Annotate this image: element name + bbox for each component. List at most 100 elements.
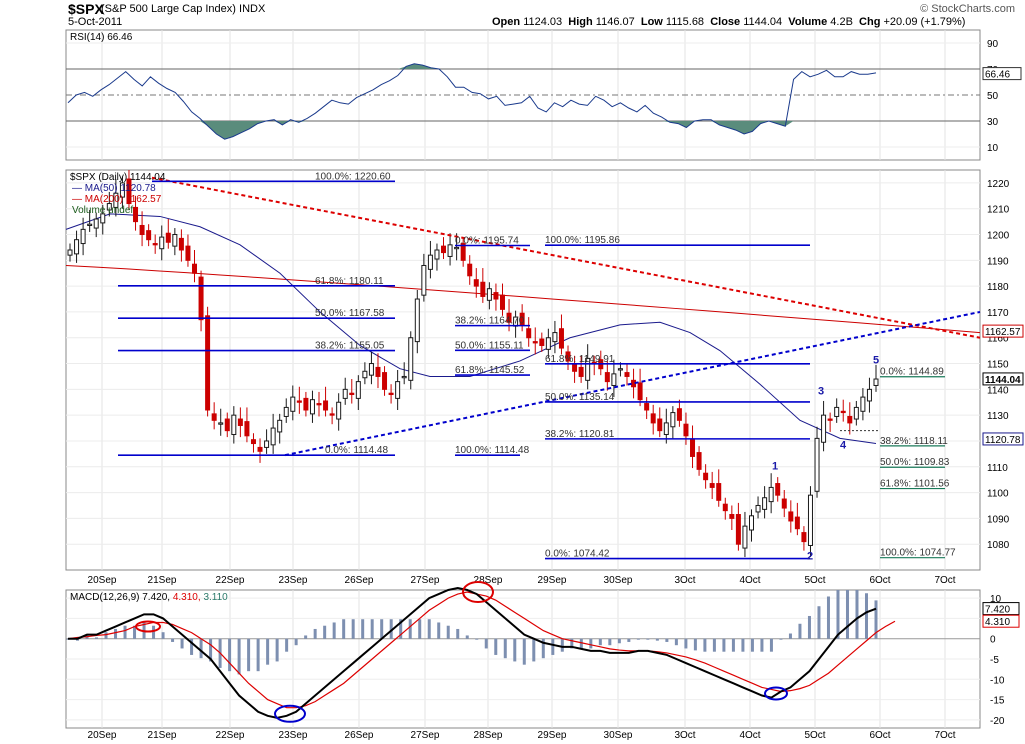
macd-histogram-bar [437, 622, 441, 639]
ma200-value-label: 1162.57 [985, 327, 1021, 338]
candle-body [368, 363, 374, 376]
macd-histogram-bar [864, 593, 868, 639]
macd-histogram-bar [798, 623, 802, 639]
price-tick-label: 1200 [987, 231, 1010, 242]
candle-body [650, 413, 656, 424]
candle-body [329, 413, 335, 416]
candle-body [139, 224, 145, 236]
fib-label: 0.0%: 1195.74 [455, 236, 519, 247]
macd-histogram-bar [427, 619, 431, 639]
x-tick-label: 29Sep [538, 730, 567, 741]
x-tick-label: 26Sep [345, 730, 374, 741]
candle-body [126, 178, 132, 205]
macd-histogram-bar [285, 638, 289, 652]
candle-body [637, 382, 643, 401]
macd-histogram-bar [171, 638, 175, 642]
wave-label-4: 4 [840, 440, 847, 452]
macd-histogram-bar [465, 635, 469, 639]
macd-tick-label: 10 [990, 594, 1002, 605]
macd-histogram-bar [370, 619, 374, 639]
macd-histogram-bar [579, 638, 583, 649]
macd-histogram-bar [665, 638, 669, 642]
macd-histogram-bar [304, 635, 308, 639]
candle-body [486, 288, 492, 301]
fib-label: 38.2%: 1120.81 [545, 429, 615, 440]
macd-histogram-bar [845, 590, 849, 639]
candle-body [624, 372, 630, 377]
candle-body [178, 237, 184, 251]
downtrend-line [151, 176, 981, 339]
volume-value: 4.2B [830, 16, 853, 28]
macd-histogram-bar [589, 638, 593, 649]
macd-histogram-bar [760, 638, 764, 652]
x-tick-label: 3Oct [674, 575, 695, 586]
macd-histogram-bar [532, 638, 536, 662]
candle-body [663, 422, 669, 436]
macd-histogram-bar [418, 619, 422, 639]
candle-body [447, 244, 453, 257]
macd-histogram-bar [313, 628, 317, 639]
candle-body [362, 370, 368, 379]
macd-histogram-bar [826, 596, 830, 639]
candle-body [224, 418, 230, 432]
price-panel [65, 169, 981, 571]
candle-body [762, 497, 768, 510]
candle-body [755, 504, 761, 513]
candle-body [172, 234, 178, 247]
x-tick-label: 27Sep [411, 575, 440, 586]
candle-body [159, 236, 165, 250]
candle-body [93, 218, 99, 229]
quote-line: Open 1124.03 High 1146.07 Low 1115.68 Cl… [492, 16, 966, 28]
legend-ma200: — MA(200) 1162.57 [72, 194, 162, 205]
price-tick-label: 1190 [987, 256, 1009, 267]
macd-histogram-bar [190, 638, 194, 655]
candle-body [840, 410, 846, 414]
candle-body [526, 328, 532, 339]
candle-body [565, 351, 571, 362]
chart-date: 5-Oct-2011 [68, 16, 123, 28]
candle-body [729, 514, 735, 519]
macd-histogram-bar [503, 638, 507, 659]
candle-body [106, 203, 112, 211]
fib-label: 100.0%: 1220.60 [315, 171, 391, 182]
candle-body [690, 439, 696, 457]
macd-histogram-bar [788, 633, 792, 639]
signal-value-box [982, 614, 1020, 628]
candle-body [493, 292, 499, 300]
macd-histogram-bar [323, 625, 327, 639]
candle-body [303, 397, 309, 411]
macd-tick-label: -10 [990, 675, 1005, 686]
x-tick-label: 4Oct [739, 730, 760, 741]
macd-cross-circle [764, 686, 788, 701]
rsi-value-box [982, 67, 1022, 81]
macd-histogram-bar [294, 638, 298, 646]
x-tick-label: 3Oct [674, 730, 695, 741]
candle-body [277, 419, 283, 433]
ma50-value-label: 1120.78 [985, 435, 1021, 446]
macd-histogram-bar [133, 625, 137, 639]
high-value: 1146.07 [595, 16, 635, 28]
candle-body [388, 392, 394, 396]
candle-body [794, 516, 800, 530]
macd-signal-line [67, 591, 896, 709]
price-tick-label: 1220 [987, 179, 1010, 190]
candle-body [644, 403, 650, 411]
fib-label: 50.0%: 1109.83 [880, 457, 950, 468]
macd-histogram-bar [646, 638, 650, 640]
macd-histogram-bar [484, 638, 488, 649]
fib-label: 38.2%: 1118.11 [880, 436, 948, 447]
price-tick-label: 1110 [987, 463, 1008, 474]
open-value: 1124.03 [523, 16, 563, 28]
macd-histogram-bar [541, 638, 545, 659]
candle-body [866, 388, 872, 402]
candle-body [709, 483, 715, 488]
macd-histogram-bar [570, 638, 574, 649]
macd-histogram-bar [266, 638, 270, 665]
candle-body [853, 406, 859, 420]
wave-label-1: 1 [772, 460, 778, 472]
macd-histogram-bar [389, 619, 393, 639]
candle-body [617, 368, 623, 371]
candle-body [716, 483, 722, 501]
macd-histogram-bar [551, 638, 555, 655]
candle-body [146, 230, 152, 241]
